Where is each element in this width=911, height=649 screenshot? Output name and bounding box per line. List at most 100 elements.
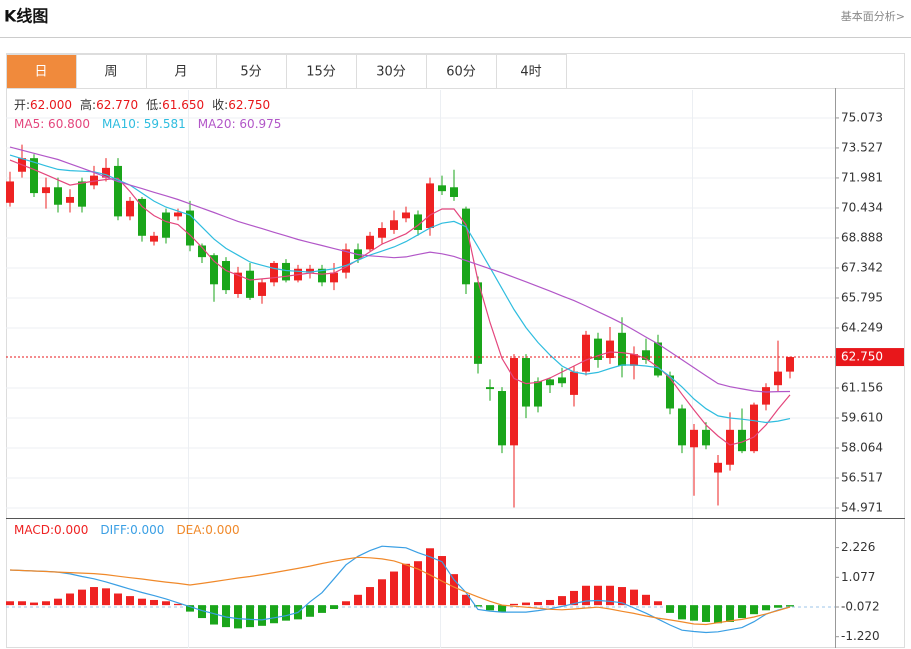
last-price-label: 62.750 [841,350,883,364]
candle-body [474,282,482,364]
macd-bar [486,605,494,611]
macd-bar [630,589,638,606]
y-tick-label: 64.249 [841,320,883,334]
legend-entry: MA10: 59.581 [102,117,186,131]
candle-body [594,338,602,360]
macd-bar [6,601,14,606]
candle-body [270,262,278,283]
macd-bar [330,605,338,610]
candle-body [306,268,314,273]
tab[interactable] [216,54,287,89]
macd-bar [582,585,590,606]
macd-bar [54,598,62,606]
tab[interactable] [496,54,567,89]
candle-body [738,429,746,452]
candle-body [378,228,386,238]
macd-bar [702,605,710,622]
tab-label[interactable]: 周 [104,65,117,80]
candle-body [438,185,446,192]
tab-label[interactable]: 4时 [520,65,541,80]
macd-bar [534,602,542,606]
candle-body [582,334,590,372]
candle-body [342,249,350,273]
macd-bar [174,603,182,606]
candle-body [786,357,794,372]
macd-bar [738,605,746,619]
candle-body [150,235,158,242]
candle-body [318,268,326,283]
last-price-box [836,348,904,367]
macd-bar [186,605,194,612]
line-series [9,545,791,634]
macd-bar [210,605,218,625]
macd-bar [90,587,98,606]
y-tick-label: 59.610 [841,410,883,424]
macd-bar [126,596,134,606]
macd-bar [138,598,146,606]
info-value: 62.750 [228,98,270,112]
info-label: 高: [80,97,96,112]
tab-label[interactable]: 60分 [446,65,476,80]
candle-body [30,158,38,194]
macd-bar [714,605,722,624]
tab-label[interactable]: 30分 [376,65,406,80]
tab[interactable] [146,54,217,89]
macd-bar [162,601,170,606]
candle-body [654,342,662,376]
candle-body [162,212,170,238]
legend-entry: DEA:0.000 [176,523,239,537]
macd-bar [150,599,158,606]
candle-body [714,462,722,473]
macd-bar [366,587,374,606]
candle-body [102,167,110,178]
candle-body [258,282,266,296]
tab-label[interactable]: 15分 [306,65,336,80]
fundamental-link[interactable]: 基本面分析> [841,9,905,23]
macd-bar [546,599,554,606]
line-series [9,556,791,626]
macd-bar [414,561,422,606]
macd-bar [618,587,626,606]
legend-entry: DIFF:0.000 [100,523,164,537]
macd-bar [342,601,350,606]
macd-bar [42,601,50,606]
candle-body [702,429,710,446]
y-tick-label: 61.156 [841,380,883,394]
candle-body [210,255,218,285]
candle-body [198,245,206,258]
legend-entry: MACD:0.000 [14,523,88,537]
macd-bar [234,605,242,629]
info-value: 61.650 [162,98,204,112]
macd-bar [726,605,734,622]
candle-body [510,358,518,446]
macd-bar [594,585,602,606]
macd-bar [498,605,506,612]
candle-body [186,210,194,246]
line-series [9,146,791,393]
legend-entry: MA5: 60.800 [14,117,90,131]
tab-label[interactable]: 5分 [240,65,261,80]
tab-label[interactable]: 日 [34,65,47,80]
candle-body [330,272,338,283]
y-tick-label: 54.971 [841,501,883,515]
macd-bar [678,605,686,620]
y-tick-label: 65.795 [841,290,883,304]
macd-bar [570,590,578,606]
candle-body [498,391,506,446]
candle-body [666,375,674,409]
y-tick-label: 2.226 [841,540,875,554]
macd-bar [378,579,386,606]
tab[interactable] [286,54,357,89]
y-tick-label: 73.527 [841,140,883,154]
macd-bar [450,574,458,606]
tab-label[interactable]: 月 [174,65,187,80]
tab[interactable] [356,54,427,89]
ohlc-info: 开:62.000 高:62.770 低:61.650 收:62.750 [14,97,270,112]
macd-bar [510,603,518,606]
tab[interactable] [6,54,77,89]
tab[interactable] [76,54,147,89]
macd-bar [474,605,482,607]
info-label: 低: [146,98,162,112]
macd-bar [558,596,566,606]
